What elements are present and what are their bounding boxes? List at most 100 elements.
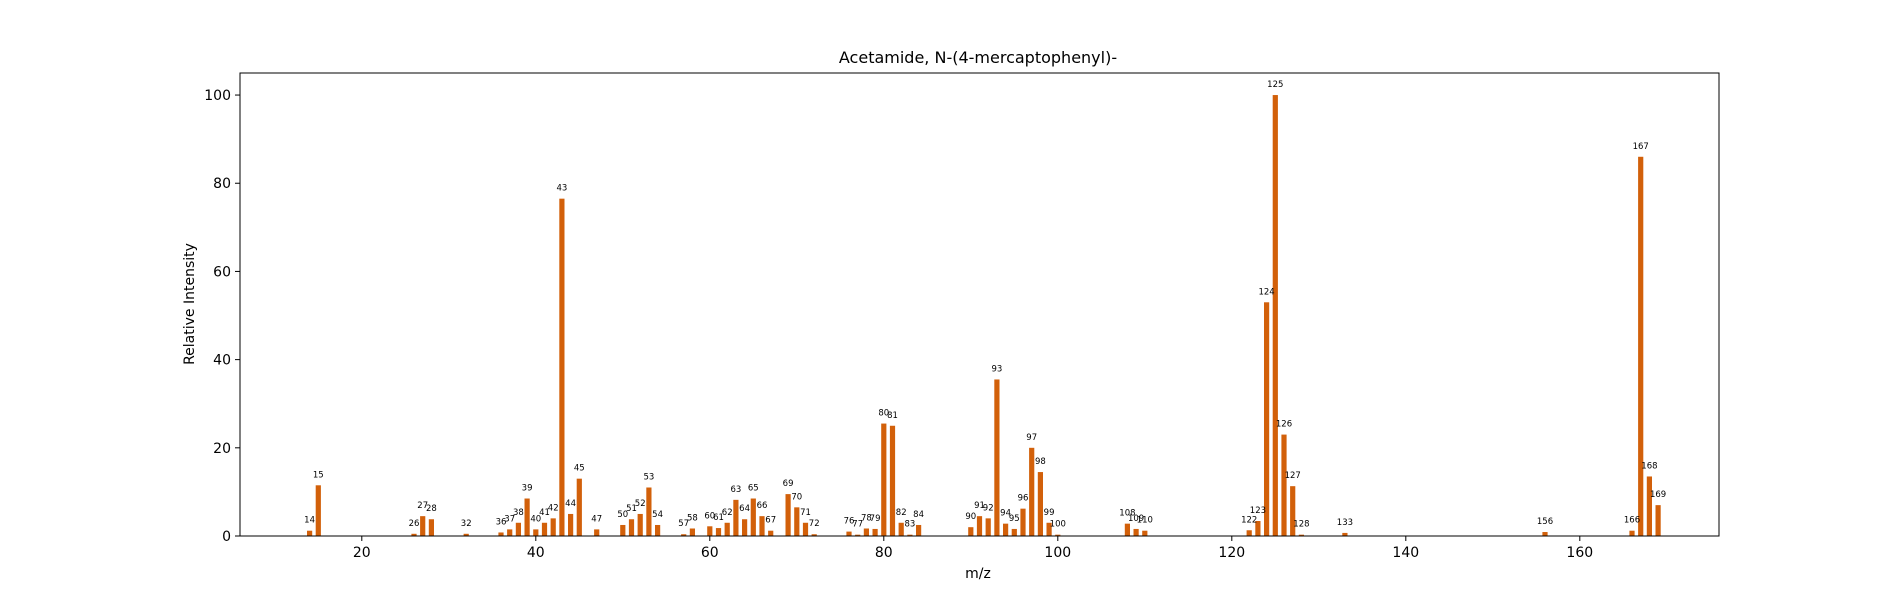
bar-mz-126 — [1281, 434, 1287, 536]
bar-mz-42 — [550, 518, 556, 536]
peak-label-168: 168 — [1641, 461, 1657, 471]
peak-label-122: 122 — [1241, 515, 1257, 525]
chart-title: Acetamide, N-(4-mercaptophenyl)- — [839, 48, 1117, 67]
peak-label-80: 80 — [878, 409, 889, 419]
peak-label-94: 94 — [1000, 509, 1011, 519]
bar-mz-70 — [794, 507, 800, 536]
bar-mz-60 — [707, 526, 713, 536]
peak-label-100: 100 — [1050, 520, 1066, 530]
bar-mz-84 — [916, 524, 922, 536]
peak-label-79: 79 — [870, 514, 881, 524]
x-tick-label: 100 — [1044, 545, 1071, 561]
peak-label-37: 37 — [504, 514, 515, 524]
peak-label-156: 156 — [1537, 517, 1553, 527]
peak-label-64: 64 — [739, 504, 750, 514]
peak-label-47: 47 — [591, 514, 602, 524]
peak-label-81: 81 — [887, 411, 898, 421]
peak-label-98: 98 — [1035, 457, 1046, 467]
x-tick-label: 140 — [1392, 545, 1419, 561]
bar-mz-47 — [594, 529, 600, 536]
bar-mz-72 — [811, 534, 817, 536]
peak-label-27: 27 — [417, 501, 428, 511]
bar-mz-123 — [1255, 521, 1261, 536]
peak-label-14: 14 — [304, 516, 315, 526]
bar-mz-166 — [1629, 530, 1635, 536]
peak-label-91: 91 — [974, 501, 985, 511]
bar-mz-40 — [533, 529, 539, 536]
bar-mz-92 — [985, 518, 991, 536]
bar-mz-108 — [1124, 523, 1130, 536]
peak-label-99: 99 — [1044, 508, 1055, 518]
peak-label-95: 95 — [1009, 514, 1020, 524]
bar-mz-80 — [881, 423, 887, 536]
bar-mz-168 — [1646, 476, 1652, 536]
x-tick-label: 80 — [875, 545, 893, 561]
bar-mz-27 — [420, 516, 426, 536]
bar-mz-61 — [715, 528, 722, 536]
bar-mz-127 — [1290, 486, 1296, 536]
peak-label-96: 96 — [1018, 494, 1029, 504]
peak-label-61: 61 — [713, 513, 724, 523]
bar-mz-51 — [628, 519, 635, 536]
bar-mz-26 — [411, 533, 417, 536]
y-tick-label: 60 — [213, 264, 231, 280]
peak-label-39: 39 — [522, 484, 533, 494]
peak-label-43: 43 — [556, 184, 567, 194]
peak-label-66: 66 — [757, 501, 768, 511]
bar-mz-90 — [968, 527, 974, 536]
peak-label-72: 72 — [809, 519, 820, 529]
bar-mz-91 — [976, 516, 983, 536]
peak-label-76: 76 — [844, 517, 855, 527]
peak-label-70: 70 — [791, 492, 802, 502]
peak-label-60: 60 — [704, 511, 715, 521]
peak-label-128: 128 — [1293, 520, 1309, 530]
bar-mz-15 — [315, 485, 321, 536]
peak-label-167: 167 — [1633, 142, 1649, 152]
bar-mz-71 — [802, 522, 809, 536]
peak-label-166: 166 — [1624, 516, 1640, 526]
peak-label-57: 57 — [678, 519, 689, 529]
peak-label-52: 52 — [635, 499, 646, 509]
bar-mz-169 — [1655, 505, 1661, 536]
x-tick-label: 20 — [353, 545, 371, 561]
peak-label-44: 44 — [565, 499, 576, 509]
peak-label-125: 125 — [1267, 80, 1283, 90]
bar-mz-65 — [750, 498, 756, 536]
bar-mz-66 — [759, 516, 765, 536]
bar-mz-64 — [742, 519, 748, 536]
bars-layer — [307, 95, 1661, 537]
peak-label-169: 169 — [1650, 490, 1666, 500]
bar-mz-109 — [1133, 528, 1139, 536]
peak-label-65: 65 — [748, 484, 759, 494]
bar-mz-38 — [515, 522, 521, 536]
bar-mz-36 — [498, 532, 504, 536]
bar-mz-97 — [1029, 447, 1035, 536]
bar-mz-14 — [307, 530, 313, 536]
bar-mz-124 — [1264, 302, 1270, 536]
bar-mz-69 — [785, 494, 791, 536]
x-axis-ticks: 20 40 60 80 100 120 140 160 — [353, 536, 1593, 561]
peak-label-51: 51 — [626, 504, 637, 514]
peak-label-15: 15 — [313, 470, 324, 480]
bar-mz-93 — [994, 379, 1000, 536]
bar-mz-81 — [889, 425, 896, 536]
peak-label-92: 92 — [983, 503, 994, 513]
peak-label-32: 32 — [461, 519, 472, 529]
peak-label-71: 71 — [800, 508, 811, 518]
peak-label-83: 83 — [904, 520, 915, 530]
bar-mz-125 — [1272, 95, 1278, 537]
bar-mz-43 — [559, 198, 565, 536]
peak-label-67: 67 — [765, 516, 776, 526]
bar-mz-96 — [1020, 508, 1026, 536]
bar-mz-83 — [907, 534, 913, 536]
peak-label-93: 93 — [991, 364, 1002, 374]
peak-label-127: 127 — [1285, 471, 1301, 481]
y-axis-ticks: 0 20 40 60 80 100 — [204, 88, 240, 545]
peak-label-78: 78 — [861, 514, 872, 524]
peak-label-126: 126 — [1276, 420, 1292, 430]
peak-label-90: 90 — [965, 512, 976, 522]
peak-label-38: 38 — [513, 508, 524, 518]
peak-label-50: 50 — [617, 510, 628, 520]
bar-mz-32 — [463, 533, 469, 536]
